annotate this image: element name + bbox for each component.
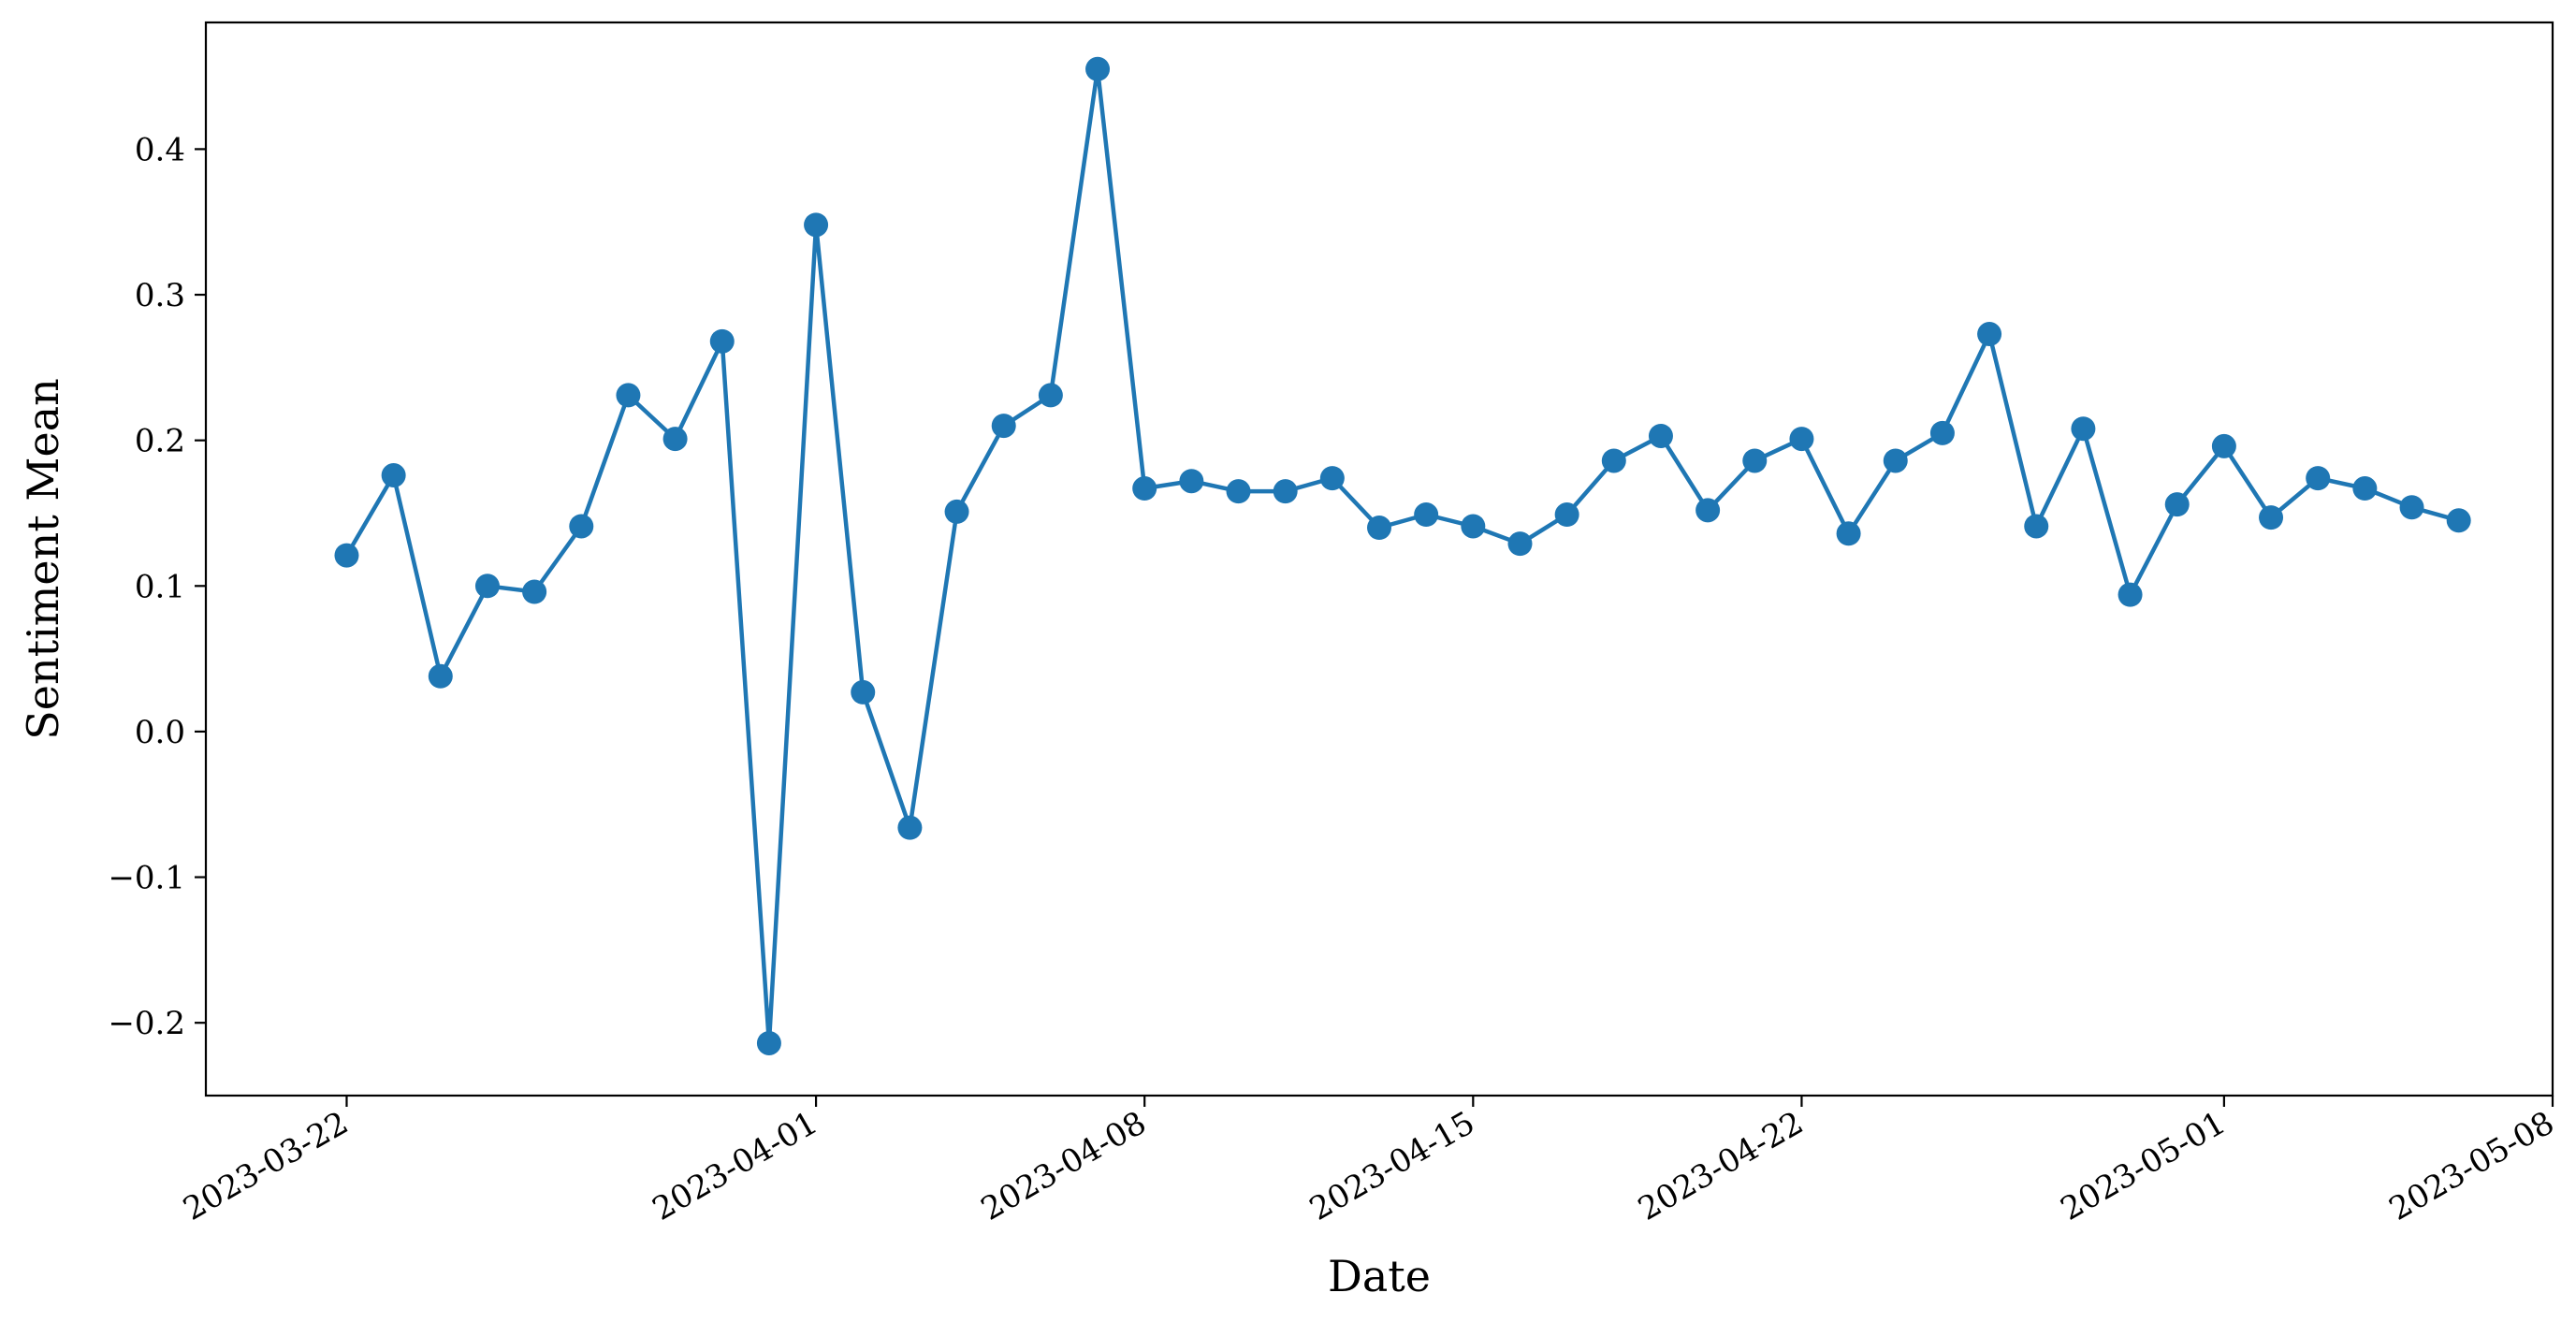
x-tick-label: 2023-04-01 [647,1104,824,1228]
data-point [1132,476,1157,501]
data-point [2164,492,2190,517]
y-axis-label: Sentiment Mean [18,378,68,740]
data-point [1601,448,1626,473]
data-point [1789,427,1814,452]
data-point [1414,502,1439,528]
data-point [522,579,547,604]
data-point [1507,531,1533,557]
x-tick-label: 2023-04-15 [1303,1104,1481,1228]
y-tick-label: 0.0 [135,714,185,751]
data-point [381,463,406,488]
plot-frame [204,21,2554,1097]
data-point [2259,505,2284,530]
data-point [2211,433,2236,458]
data-point [991,414,1016,439]
data-point [1554,502,1579,528]
y-tick-label: 0.4 [135,131,185,168]
x-tick-label: 2023-04-08 [975,1104,1153,1228]
data-point [709,328,735,354]
data-point [2118,582,2143,607]
data-point [1696,498,1721,523]
data-point [1742,448,1768,473]
data-point [1977,322,2002,347]
y-tick-label: −0.1 [108,860,185,897]
x-axis-label: Date [1328,1251,1431,1301]
data-point [1273,479,1298,504]
y-tick-label: 0.2 [135,423,185,460]
plot-area [334,56,2471,1055]
data-point [1648,423,1673,448]
data-point [2446,508,2471,533]
data-point [2352,476,2378,501]
data-point [1367,516,1391,541]
x-tick-label: 2023-03-22 [177,1104,355,1228]
data-point [1085,56,1111,81]
data-point [1038,383,1063,408]
data-point [1836,521,1861,546]
data-point [944,499,969,524]
data-point [897,815,923,840]
data-point [662,427,688,452]
y-tick-label: 0.1 [135,568,185,605]
data-point [1883,448,1908,473]
series-line [344,66,2460,1046]
data-point [851,679,876,705]
data-point [334,543,359,568]
axis-ticks: −0.2 −0.1 0.0 0.1 0.2 0.3 0.4 2023-03-22 2023-04… [108,131,2560,1228]
data-point [569,514,594,539]
data-point [474,574,500,599]
data-point [1929,420,1955,445]
x-tick-label: 2023-05-01 [2055,1104,2233,1228]
data-point [1179,469,1204,494]
data-point [2306,466,2331,491]
data-point [1226,479,1251,504]
data-point [428,663,453,689]
data-point [2071,416,2096,442]
data-point [616,383,641,408]
data-point [756,1030,781,1055]
data-point [2399,495,2424,520]
data-point [1319,466,1345,491]
y-tick-label: −0.2 [108,1005,185,1042]
data-point [1461,514,1486,539]
data-point [2024,514,2049,539]
x-tick-label: 2023-04-22 [1632,1104,1810,1228]
data-point [804,212,829,238]
x-tick-label: 2023-05-08 [2383,1104,2561,1228]
y-tick-label: 0.3 [135,277,185,314]
